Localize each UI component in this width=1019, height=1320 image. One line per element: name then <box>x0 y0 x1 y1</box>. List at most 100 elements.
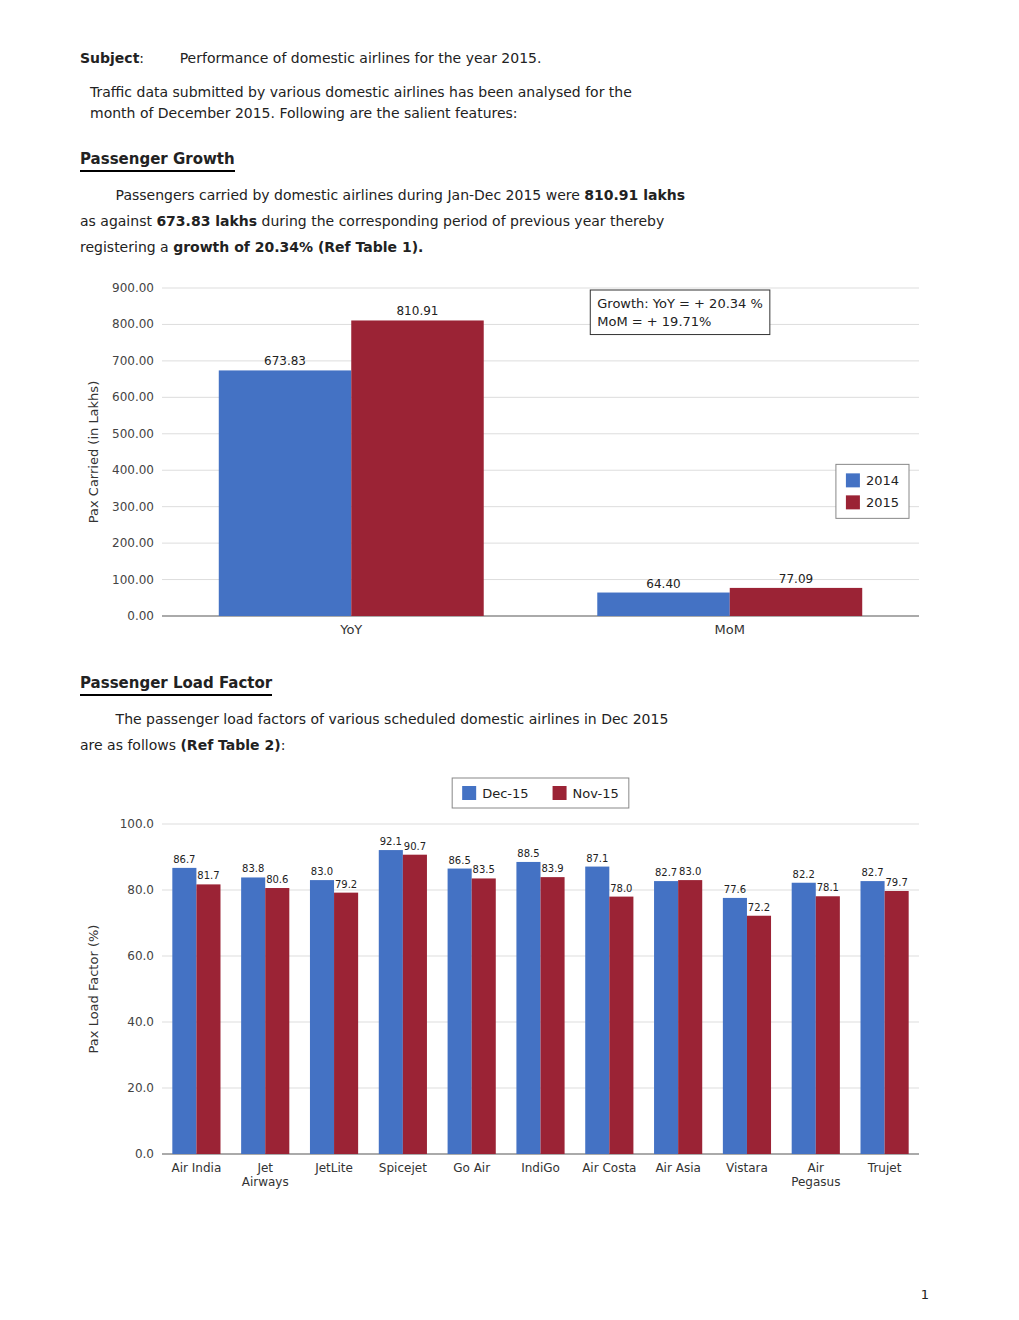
x-tick-label: Air Costa <box>582 1161 636 1175</box>
x-tick-label-line: Go Air <box>453 1161 490 1175</box>
y-tick-label: 100.00 <box>112 573 154 587</box>
x-tick-label-line: Air India <box>172 1161 222 1175</box>
legend-swatch <box>846 473 860 487</box>
bar <box>448 869 472 1154</box>
bar <box>885 891 909 1154</box>
x-tick-label-line: IndiGo <box>521 1161 560 1175</box>
annotation-line: Growth: YoY = + 20.34 % <box>597 296 763 311</box>
x-tick-label: JetLite <box>314 1161 353 1175</box>
bar <box>609 897 633 1154</box>
y-tick-label: 60.0 <box>127 949 154 963</box>
y-tick-label: 800.00 <box>112 317 154 331</box>
data-label: 86.7 <box>173 854 195 865</box>
section-heading: Passenger Growth <box>80 150 235 172</box>
x-tick-label-line: JetLite <box>314 1161 353 1175</box>
bar <box>730 588 862 616</box>
data-label: 87.1 <box>586 853 608 864</box>
bar <box>379 850 403 1154</box>
paragraph-line: registering a growth of 20.34% (Ref Tabl… <box>80 234 939 260</box>
paragraph-line: are as follows (Ref Table 2): <box>80 732 939 758</box>
x-tick-label: MoM <box>715 622 745 637</box>
bars <box>172 850 908 1154</box>
paragraph-line: as against 673.83 lakhs during the corre… <box>80 208 939 234</box>
bar <box>585 867 609 1154</box>
y-tick-label: 20.0 <box>127 1081 154 1095</box>
grid-line <box>162 324 919 325</box>
chart: 0.020.040.060.080.0100.086.783.883.092.1… <box>80 766 939 1206</box>
data-label: 90.7 <box>404 841 426 852</box>
annotation-box <box>590 290 770 335</box>
bar <box>792 883 816 1154</box>
y-tick-label: 80.0 <box>127 883 154 897</box>
x-tick-label-line: Spicejet <box>379 1161 427 1175</box>
legend-item: Dec-15 <box>462 786 528 801</box>
chart-container: 0.00100.00200.00300.00400.00500.00600.00… <box>80 268 939 668</box>
y-tick-label: 0.0 <box>135 1147 154 1161</box>
text: : <box>281 737 286 753</box>
bar <box>816 896 840 1154</box>
intro-line: month of December 2015. Following are th… <box>90 103 939 124</box>
page: Subject: Performance of domestic airline… <box>0 0 1019 1206</box>
data-labels: 86.783.883.092.186.588.587.182.777.682.2… <box>173 836 908 913</box>
legend-box <box>836 464 909 518</box>
legend: Dec-15 Nov-15 <box>452 778 629 808</box>
bar <box>403 855 427 1154</box>
y-tick-label: 0.00 <box>127 609 154 623</box>
x-tick-label: AirPegasus <box>791 1161 840 1189</box>
legend-label: 2014 <box>866 473 899 488</box>
data-label: 77.6 <box>724 884 746 895</box>
bar <box>723 898 747 1154</box>
section-heading: Passenger Load Factor <box>80 674 272 696</box>
x-tick-label-line: Airways <box>242 1175 289 1189</box>
bar <box>747 916 771 1154</box>
chart-container: 0.020.040.060.080.0100.086.783.883.092.1… <box>80 766 939 1206</box>
data-label: 81.7 <box>197 870 219 881</box>
x-tick-label-line: Air Costa <box>582 1161 636 1175</box>
x-tick-label: Go Air <box>453 1161 490 1175</box>
bar <box>861 881 885 1154</box>
legend-swatch <box>846 495 860 509</box>
x-tick-label-line: MoM <box>715 622 745 637</box>
bar <box>541 877 565 1154</box>
data-label: 64.40 <box>646 577 680 591</box>
section-paragraph: Passengers carried by domestic airlines … <box>80 182 939 260</box>
bar <box>265 888 289 1154</box>
y-tick-label: 400.00 <box>112 463 154 477</box>
legend-swatch <box>553 786 567 800</box>
data-label: 83.9 <box>541 863 563 874</box>
intro-paragraph: Traffic data submitted by various domest… <box>80 82 939 124</box>
page-number: 1 <box>921 1287 929 1302</box>
bar <box>172 868 196 1154</box>
data-label: 78.1 <box>817 882 839 893</box>
subject-label: Subject <box>80 50 139 66</box>
data-label: 83.8 <box>242 863 264 874</box>
y-tick-label: 200.00 <box>112 536 154 550</box>
data-label: 78.0 <box>610 883 632 894</box>
bar <box>654 881 678 1154</box>
y-tick-label: 100.0 <box>120 817 154 831</box>
y-axis-label: Pax Carried (in Lakhs) <box>86 381 101 523</box>
x-tick-label-line: Air Asia <box>655 1161 700 1175</box>
text: during the corresponding period of previ… <box>257 213 664 229</box>
bold-text: growth of 20.34% (Ref Table 1). <box>173 239 423 255</box>
annotation-line: MoM = + 19.71% <box>597 314 711 329</box>
data-label: 83.5 <box>473 864 495 875</box>
bar <box>516 862 540 1154</box>
data-label: 83.0 <box>311 866 333 877</box>
x-tick-label: Spicejet <box>379 1161 427 1175</box>
x-tick-label-line: Trujet <box>867 1161 902 1175</box>
legend-label: 2015 <box>866 495 899 510</box>
data-label: 77.09 <box>779 572 813 586</box>
paragraph-line: Passengers carried by domestic airlines … <box>80 182 939 208</box>
grid-line <box>162 288 919 289</box>
paragraph-line: The passenger load factors of various sc… <box>80 706 939 732</box>
bar <box>196 884 220 1154</box>
x-tick-label-line: Vistara <box>726 1161 768 1175</box>
y-tick-label: 500.00 <box>112 427 154 441</box>
data-label: 810.91 <box>396 304 438 318</box>
y-tick-label: 600.00 <box>112 390 154 404</box>
subject-text: : Performance of domestic airlines for t… <box>139 50 541 66</box>
bar <box>472 878 496 1154</box>
legend-item: Nov-15 <box>553 786 619 801</box>
legend-label: Dec-15 <box>482 786 528 801</box>
